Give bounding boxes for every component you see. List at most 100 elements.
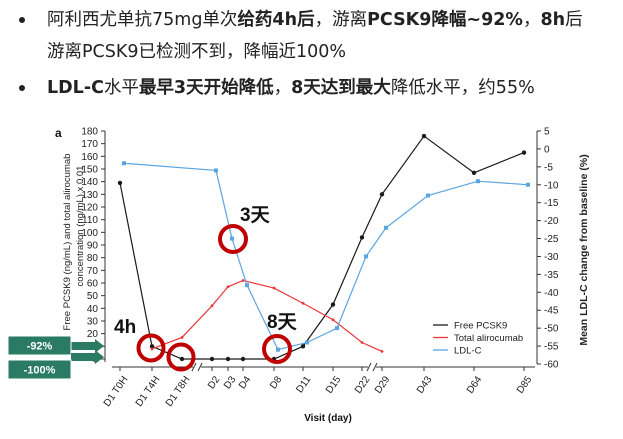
- x-tick-label: D1 T0H: [102, 374, 131, 408]
- y-tick-label-right: -30: [544, 252, 559, 263]
- y-tick-label-left: 170: [81, 139, 98, 150]
- y-tick-label-left: 120: [81, 203, 98, 214]
- data-point: [209, 356, 215, 362]
- y-tick-label-right: -15: [544, 198, 559, 209]
- callout-box: [7, 359, 72, 380]
- y-axis-right-ticks: 5 0 -5 -10 -15 -20 -25 -30 -35 -40 -45 -50 -55 -60: [537, 127, 559, 371]
- y-axis-left-ticks: 0102030405060708090100110120130140150160…: [81, 127, 105, 366]
- axis-break-mark: [191, 362, 197, 372]
- data-point: [150, 347, 154, 351]
- y-tick-label-left: 110: [82, 215, 98, 226]
- x-tick-label: D11: [294, 374, 313, 395]
- y-tick-label-right: 5: [544, 127, 550, 138]
- annotation-day8: 8天: [267, 312, 298, 333]
- x-tick-label: D8: [268, 374, 285, 391]
- y-tick-label-left: 90: [87, 241, 99, 252]
- axis-break-mark: [366, 362, 372, 372]
- y-tick-label-left: 70: [87, 266, 99, 277]
- data-point: [241, 279, 245, 282]
- data-point: [305, 340, 309, 345]
- y-tick-label-left: 140: [81, 177, 98, 188]
- data-point: [421, 133, 427, 139]
- legend-label: Free PCSK9: [454, 321, 507, 332]
- data-point: [117, 180, 123, 186]
- annotation-day3: 3天: [240, 205, 271, 226]
- y-axis-left-label-line-1: Free PCSK9 (ng/mL) and total alirocumab: [62, 154, 73, 331]
- data-point: [521, 150, 527, 155]
- series-line-1: [151, 279, 383, 352]
- bold-text-segment: LDL-C: [47, 78, 104, 98]
- x-tick-label: D85: [515, 374, 535, 396]
- y-tick-label-right: -5: [544, 162, 553, 173]
- highlight-ring-8h: [166, 342, 196, 372]
- y-tick-label-right: -45: [544, 306, 559, 317]
- y-tick-label-right: -20: [544, 216, 559, 227]
- x-tick-label: D4: [237, 374, 254, 391]
- axis-break-mark: [197, 362, 203, 372]
- data-point: [476, 179, 480, 184]
- bullet-dot: [19, 17, 25, 23]
- data-point: [471, 170, 477, 175]
- annotation-4h: 4h: [114, 317, 136, 338]
- axis-break-mark: [372, 362, 378, 372]
- data-point: [122, 161, 126, 166]
- y-axis-right-label: Mean LDL-C change from baseline (%): [578, 154, 590, 345]
- callout-text: -100%: [24, 365, 56, 377]
- data-point: [300, 344, 306, 349]
- x-tick-label: D64: [465, 374, 485, 396]
- x-axis-label: Visit (day): [304, 413, 352, 424]
- highlight-ring-day8: [262, 334, 292, 364]
- x-tick-label: D15: [324, 374, 344, 396]
- y-tick-label-left: 160: [81, 152, 98, 163]
- y-tick-label-right: -50: [544, 324, 559, 335]
- data-point: [526, 182, 530, 187]
- y-tick-label-right: -10: [544, 180, 559, 191]
- callout-92: -92%: [7, 335, 104, 356]
- data-point: [360, 341, 364, 344]
- y-tick-label-left: 100: [81, 228, 98, 239]
- bold-text-segment: PCSK9降幅~92%: [367, 10, 523, 30]
- data-point: [210, 304, 214, 308]
- x-tick-label: D1 T4H: [134, 374, 163, 408]
- data-point: [384, 225, 388, 230]
- data-point: [226, 285, 230, 289]
- data-point: [335, 326, 339, 331]
- text-segment: 阿利西尤单抗75mg单次: [47, 10, 238, 30]
- data-point: [301, 301, 305, 305]
- data-point: [359, 235, 365, 240]
- data-point: [272, 286, 276, 290]
- data-point: [240, 356, 246, 362]
- y-tick-label-right: 0: [544, 144, 550, 155]
- y-axis-left-label-line-2: concentration (ng/mL) x 0.01: [75, 166, 86, 287]
- y-tick-label-right: -35: [544, 270, 559, 281]
- y-tick-label-left: 60: [87, 279, 99, 290]
- text-segment: ，游离: [314, 10, 368, 30]
- data-point: [330, 302, 336, 307]
- x-tick-label: D22: [353, 374, 373, 396]
- y-tick-label-right: -25: [544, 234, 559, 245]
- data-point: [180, 336, 184, 339]
- y-tick-label-left: 130: [81, 190, 98, 201]
- y-tick-label-left: 40: [87, 304, 99, 315]
- bold-text-segment: 给药4h后: [237, 10, 315, 30]
- legend-label: LDL-C: [454, 346, 482, 357]
- data-point: [149, 344, 155, 349]
- x-tick-label: D3: [222, 374, 239, 391]
- highlight-ring-4h: [136, 333, 166, 363]
- x-tick-label: D29: [373, 374, 393, 396]
- x-tick-label: D43: [415, 374, 435, 396]
- text-segment: ，: [522, 10, 541, 30]
- x-axis-breaks: [191, 362, 378, 372]
- text-segment: 水平: [103, 78, 139, 98]
- data-point: [426, 193, 430, 198]
- x-tick-label: D1 T8H: [164, 374, 193, 408]
- y-tick-label-left: 30: [87, 317, 99, 328]
- callout-text: -92%: [27, 341, 53, 353]
- callout-box: [7, 335, 72, 356]
- data-point: [379, 192, 385, 197]
- data-point: [331, 318, 335, 322]
- highlight-ring-day3: [218, 224, 248, 254]
- legend-label: Total alirocumab: [454, 333, 523, 344]
